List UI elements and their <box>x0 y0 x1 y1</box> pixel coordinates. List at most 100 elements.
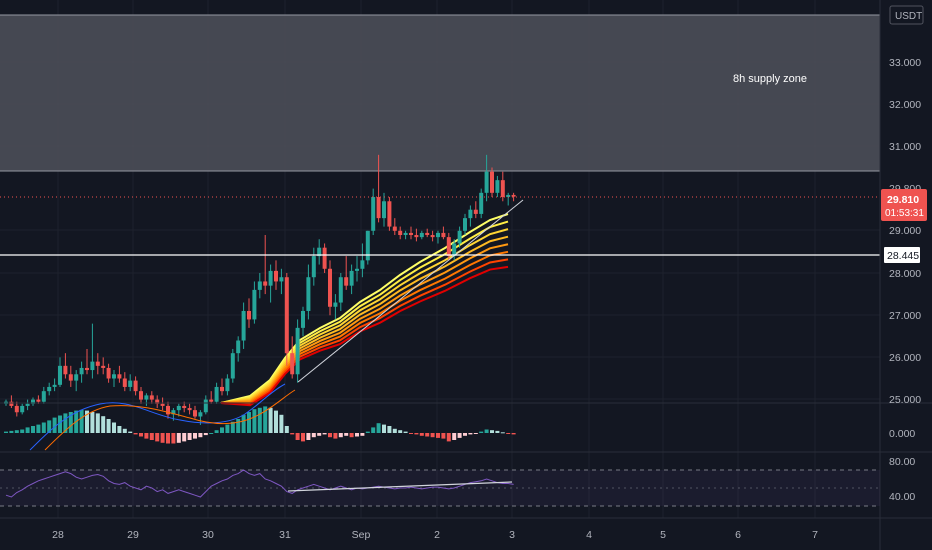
candle-body <box>425 232 430 236</box>
macd-histogram-bar <box>398 430 403 433</box>
candle-body <box>236 340 241 354</box>
macd-histogram-bar <box>241 414 246 433</box>
rsi-tick-40: 40.00 <box>889 491 915 503</box>
candle-body <box>479 192 484 214</box>
ema-ribbon <box>220 213 509 407</box>
candle-body <box>144 395 149 400</box>
macd-histogram-bar <box>203 433 208 436</box>
price-tick: 26.000 <box>889 352 921 364</box>
macd-histogram-bar <box>473 433 478 434</box>
candle-body <box>106 367 111 379</box>
time-tick: 29 <box>127 529 139 541</box>
macd-histogram-bar <box>257 407 262 433</box>
candle-body <box>306 277 311 311</box>
candle-body <box>25 403 30 406</box>
macd-histogram-bar <box>41 422 46 433</box>
macd-histogram-bar <box>31 426 35 433</box>
candle-body <box>63 365 68 375</box>
candle-body <box>230 353 235 379</box>
macd-histogram-bar <box>220 427 224 433</box>
candle-body <box>257 281 262 290</box>
macd-histogram-bar <box>225 424 230 433</box>
candle-body <box>360 260 365 269</box>
candle-body <box>349 270 354 286</box>
macd-histogram-bar <box>236 419 241 433</box>
macd-histogram-bar <box>457 433 462 438</box>
candle-body <box>441 232 446 238</box>
macd-histogram-bar <box>490 430 494 433</box>
candle-body <box>182 405 187 409</box>
macd-histogram-bar <box>338 433 343 438</box>
candle-body <box>506 194 511 198</box>
candle-body <box>214 386 219 402</box>
macd-histogram-bar <box>441 433 446 439</box>
macd-histogram-bar <box>166 433 170 444</box>
macd-histogram-bar <box>209 433 214 434</box>
time-tick: 5 <box>660 529 666 541</box>
macd-histogram-bar <box>112 422 116 433</box>
candle-body <box>371 197 376 231</box>
rsi-trend-line[interactable] <box>287 481 513 492</box>
macd-histogram-bar <box>495 430 500 433</box>
macd-histogram-bar <box>479 431 484 433</box>
macd-histogram-bar <box>101 416 106 433</box>
candle-body <box>317 247 322 257</box>
time-tick: 4 <box>586 529 592 541</box>
macd-histogram-bar <box>279 414 284 433</box>
macd-zero-tick: 0.000 <box>889 428 915 440</box>
time-axis[interactable]: 28 29 30 31 Sep 2 3 4 5 6 7 <box>52 529 818 541</box>
candle-body <box>436 232 440 238</box>
candle-body <box>155 399 160 404</box>
macd-histogram-bar <box>14 430 19 433</box>
candle-body <box>468 209 473 219</box>
candle-body <box>133 380 138 392</box>
currency-badge[interactable] <box>889 5 924 25</box>
macd-histogram-bar <box>436 433 440 438</box>
macd-histogram-bar <box>182 433 187 442</box>
macd-histogram-bar <box>79 409 84 433</box>
macd-histogram-bar <box>25 427 30 433</box>
candle-body <box>160 403 165 406</box>
macd-histogram-bar <box>214 430 219 433</box>
price-tick: 31.000 <box>889 141 921 153</box>
supply-zone-label: 8h supply zone <box>733 73 807 85</box>
macd-histogram-bar <box>63 413 68 433</box>
macd-histogram-bar <box>311 433 316 438</box>
ema-ribbon-line <box>220 235 509 404</box>
trend-line[interactable] <box>297 199 524 383</box>
candle-body <box>500 180 505 198</box>
time-tick: 30 <box>202 529 214 541</box>
macd-histogram-bar <box>9 430 14 433</box>
candle-body <box>295 327 300 375</box>
macd-histogram-bar <box>322 433 327 435</box>
candle-body <box>193 410 197 417</box>
candle-body <box>36 399 41 402</box>
macd-histogram-bar <box>484 429 489 433</box>
candle-body <box>79 367 84 375</box>
candle-body <box>463 218 467 231</box>
macd-histogram-bar <box>360 433 365 436</box>
macd-histogram-bar <box>500 432 505 434</box>
candle-body <box>41 391 46 402</box>
macd-line <box>29 383 286 451</box>
candle-body <box>392 226 397 231</box>
candle-body <box>511 194 516 197</box>
ema-ribbon-line <box>220 258 509 405</box>
candle-body <box>355 268 359 271</box>
candle-body <box>117 374 122 379</box>
last-price-value: 29.810 <box>887 194 919 206</box>
macd-histogram-bar <box>376 423 381 433</box>
macd-histogram-bar <box>333 433 338 439</box>
macd-histogram-bar <box>149 433 154 440</box>
supply-zone-box[interactable] <box>0 15 880 171</box>
candlestick-series <box>4 154 516 425</box>
candle-body <box>446 237 451 257</box>
candle-body <box>20 405 25 413</box>
candle-body <box>68 374 73 381</box>
macd-histogram-bar <box>409 433 413 434</box>
candle-body <box>495 180 500 193</box>
macd-histogram-bar <box>403 431 408 433</box>
candle-body <box>452 243 457 257</box>
